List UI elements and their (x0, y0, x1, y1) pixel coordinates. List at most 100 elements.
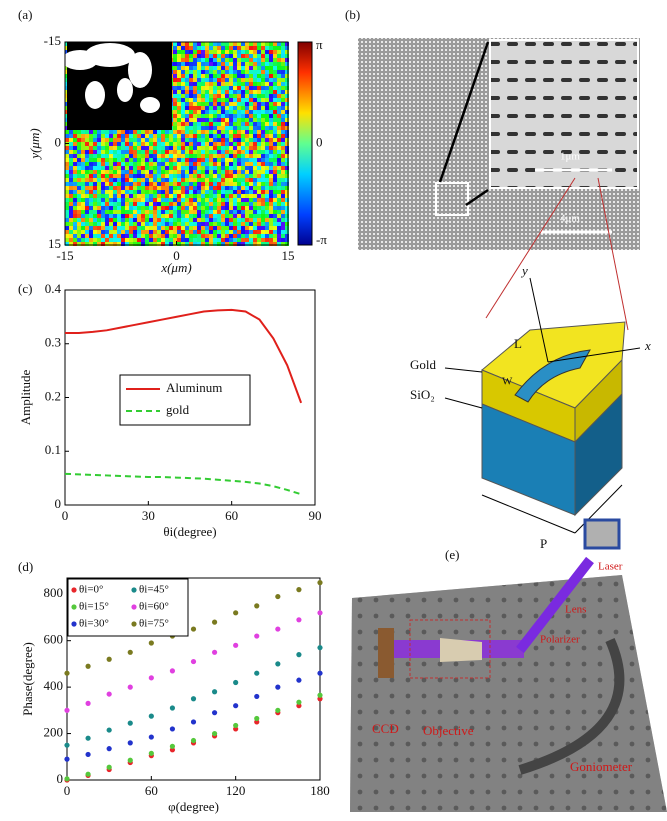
phase-pixel (213, 46, 217, 50)
point (149, 734, 154, 739)
phase-pixel (233, 86, 237, 90)
cell-label: Gold (410, 357, 437, 372)
phase-pixel (261, 226, 265, 230)
phase-pixel (265, 158, 269, 162)
phase-pixel (245, 174, 249, 178)
phase-pixel (173, 162, 177, 166)
phase-pixel (105, 230, 109, 234)
phase-pixel (161, 142, 165, 146)
phase-pixel (197, 218, 201, 222)
phase-pixel (241, 146, 245, 150)
phase-pixel (277, 62, 281, 66)
phase-pixel (77, 170, 81, 174)
phase-pixel (273, 206, 277, 210)
phase-pixel (261, 74, 265, 78)
phase-pixel (253, 126, 257, 130)
phase-pixel (201, 86, 205, 90)
phase-pixel (281, 66, 285, 70)
phase-pixel (281, 174, 285, 178)
y-axis-label: y(μm) (27, 128, 42, 160)
phase-pixel (245, 98, 249, 102)
phase-pixel (189, 202, 193, 206)
legend-swatch (71, 604, 76, 609)
point (191, 738, 196, 743)
phase-pixel (245, 162, 249, 166)
phase-pixel (105, 182, 109, 186)
phase-pixel (233, 146, 237, 150)
phase-pixel (249, 166, 253, 170)
phase-pixel (269, 46, 273, 50)
phase-pixel (125, 206, 129, 210)
phase-pixel (249, 102, 253, 106)
phase-pixel (217, 138, 221, 142)
phase-pixel (225, 126, 229, 130)
phase-pixel (257, 194, 261, 198)
phase-pixel (133, 206, 137, 210)
phase-pixel (189, 206, 193, 210)
phase-pixel (153, 130, 157, 134)
phase-pixel (153, 226, 157, 230)
phase-pixel (105, 238, 109, 242)
phase-pixel (157, 190, 161, 194)
phase-pixel (109, 218, 113, 222)
phase-pixel (257, 234, 261, 238)
phase-pixel (189, 94, 193, 98)
phase-pixel (233, 42, 237, 46)
phase-pixel (201, 98, 205, 102)
phase-pixel (257, 174, 261, 178)
phase-pixel (157, 174, 161, 178)
phase-pixel (197, 46, 201, 50)
phase-pixel (209, 238, 213, 242)
phase-pixel (109, 210, 113, 214)
phase-pixel (217, 74, 221, 78)
phase-pixel (201, 222, 205, 226)
phase-pixel (277, 154, 281, 158)
phase-pixel (101, 162, 105, 166)
phase-pixel (113, 158, 117, 162)
phase-pixel (201, 110, 205, 114)
point (212, 650, 217, 655)
phase-pixel (145, 226, 149, 230)
phase-pixel (269, 150, 273, 154)
point (212, 731, 217, 736)
phase-pixel (197, 182, 201, 186)
phase-pixel (217, 210, 221, 214)
phase-pixel (233, 118, 237, 122)
phase-pixel (257, 114, 261, 118)
phase-pixel (125, 194, 129, 198)
phase-pixel (193, 150, 197, 154)
phase-pixel (249, 234, 253, 238)
phase-pixel (245, 102, 249, 106)
point (85, 701, 90, 706)
phase-pixel (261, 138, 265, 142)
phase-pixel (237, 138, 241, 142)
phase-pixel (197, 154, 201, 158)
phase-pixel (65, 162, 69, 166)
phase-pixel (229, 206, 233, 210)
phase-pixel (77, 150, 81, 154)
phase-pixel (173, 74, 177, 78)
phase-pixel (257, 126, 261, 130)
phase-pixel (137, 138, 141, 142)
phase-pixel (169, 206, 173, 210)
phase-pixel (249, 114, 253, 118)
phase-pixel (229, 174, 233, 178)
phase-pixel (117, 186, 121, 190)
phase-pixel (225, 190, 229, 194)
phase-pixel (221, 134, 225, 138)
phase-pixel (221, 66, 225, 70)
phase-pixel (189, 182, 193, 186)
phase-pixel (69, 186, 73, 190)
y-tick-label: 200 (44, 725, 64, 740)
phase-pixel (173, 82, 177, 86)
phase-pixel (65, 166, 69, 170)
phase-pixel (105, 202, 109, 206)
phase-pixel (93, 202, 97, 206)
phase-pixel (85, 202, 89, 206)
phase-pixel (273, 62, 277, 66)
phase-pixel (249, 130, 253, 134)
phase-pixel (217, 82, 221, 86)
phase-pixel (177, 174, 181, 178)
phase-pixel (65, 190, 69, 194)
phase-pixel (181, 54, 185, 58)
